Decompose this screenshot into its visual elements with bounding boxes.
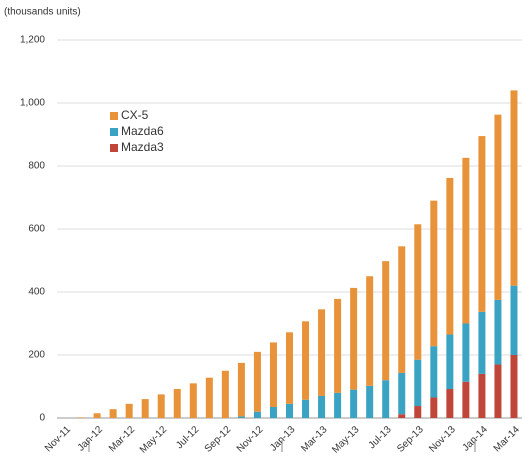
- bar-segment: [141, 399, 149, 418]
- legend-swatch: [110, 112, 118, 120]
- bar-segment: [173, 389, 181, 418]
- bar-segment: [462, 157, 470, 324]
- legend-label: Mazda3: [121, 140, 164, 154]
- bar-segment: [350, 389, 358, 418]
- x-tick-label: Jan-13: [268, 424, 298, 454]
- bar-segment: [302, 321, 310, 400]
- x-tick-label: Sep-12: [203, 424, 234, 455]
- y-tick-label: 200: [28, 350, 45, 361]
- bar-segment: [366, 276, 374, 386]
- bar-segment: [510, 90, 518, 286]
- bar-segment: [237, 362, 245, 417]
- bar-segment: [350, 287, 358, 390]
- bar-segment: [414, 359, 422, 407]
- bar-segment: [446, 177, 454, 335]
- bar-segment: [318, 395, 326, 418]
- bar-segment: [462, 323, 470, 382]
- bar-segment: [446, 389, 454, 418]
- bar-segment: [398, 372, 406, 415]
- bar-segment: [269, 406, 277, 418]
- bar-segment: [398, 414, 406, 418]
- bar-segment: [478, 136, 486, 312]
- bar-segment: [125, 403, 133, 418]
- y-axis-label: (thousands units): [4, 7, 81, 18]
- bar-segment: [205, 377, 213, 418]
- bar-segment: [430, 200, 438, 347]
- bar-segment: [237, 416, 245, 418]
- x-tick-label: Nov-11: [43, 424, 73, 454]
- y-tick-label: 1,200: [20, 35, 45, 46]
- bar-segment: [93, 413, 101, 418]
- bar-segment: [382, 380, 390, 418]
- bar-segment: [109, 409, 117, 418]
- bar-segment: [510, 355, 518, 418]
- y-tick-label: 0: [39, 413, 45, 424]
- bar-segment: [446, 334, 454, 390]
- bar-segment: [366, 385, 374, 418]
- bar-segment: [494, 364, 502, 418]
- y-tick-label: 600: [28, 224, 45, 235]
- x-tick-label: May-12: [138, 424, 170, 456]
- bar-segment: [77, 417, 85, 418]
- legend-swatch: [110, 128, 118, 136]
- bar-segment: [494, 299, 502, 365]
- bar-segment: [221, 370, 229, 418]
- bar-segment: [318, 309, 326, 396]
- x-tick-label: Sep-13: [395, 424, 426, 455]
- x-tick-label: May-13: [330, 424, 362, 456]
- x-tick-label: Mar-13: [299, 424, 329, 454]
- legend-label: Mazda6: [121, 124, 164, 138]
- year-dividers: [88, 440, 476, 452]
- bar-segment: [253, 411, 261, 418]
- legend-swatch: [110, 144, 118, 152]
- bar-segment: [510, 285, 518, 355]
- bar-segment: [189, 383, 197, 418]
- x-tick-label: Jul-13: [367, 424, 394, 451]
- bar-segment: [462, 381, 470, 418]
- bar-segment: [430, 346, 438, 398]
- bar-segment: [157, 394, 165, 418]
- bar-segment: [286, 403, 293, 418]
- bar-segment: [414, 406, 422, 418]
- bar-segment: [334, 298, 342, 393]
- x-tick-label: Mar-14: [492, 424, 522, 454]
- x-tick-label: Mar-12: [107, 424, 137, 454]
- bar-segment: [478, 373, 486, 418]
- y-tick-label: 800: [28, 161, 45, 172]
- bar-segment: [253, 351, 261, 412]
- bar-segment: [430, 397, 438, 418]
- y-tick-label: 400: [28, 287, 45, 298]
- bar-segment: [478, 311, 486, 374]
- bar-segment: [302, 399, 310, 418]
- bar-segment: [382, 261, 390, 381]
- bar-segment: [334, 392, 342, 418]
- x-tick-label: Nov-13: [427, 424, 458, 455]
- bar-segment: [414, 224, 422, 360]
- x-tick-label: Jul-12: [174, 424, 201, 451]
- legend-label: CX-5: [121, 108, 149, 122]
- bar-segment: [286, 332, 293, 404]
- bar-segment: [398, 246, 406, 373]
- bar-segment: [269, 342, 277, 407]
- y-tick-label: 1,000: [20, 98, 45, 109]
- x-tick-label: Nov-12: [235, 424, 266, 455]
- x-tick-label: Jan-12: [76, 424, 106, 454]
- bar-segment: [494, 114, 502, 300]
